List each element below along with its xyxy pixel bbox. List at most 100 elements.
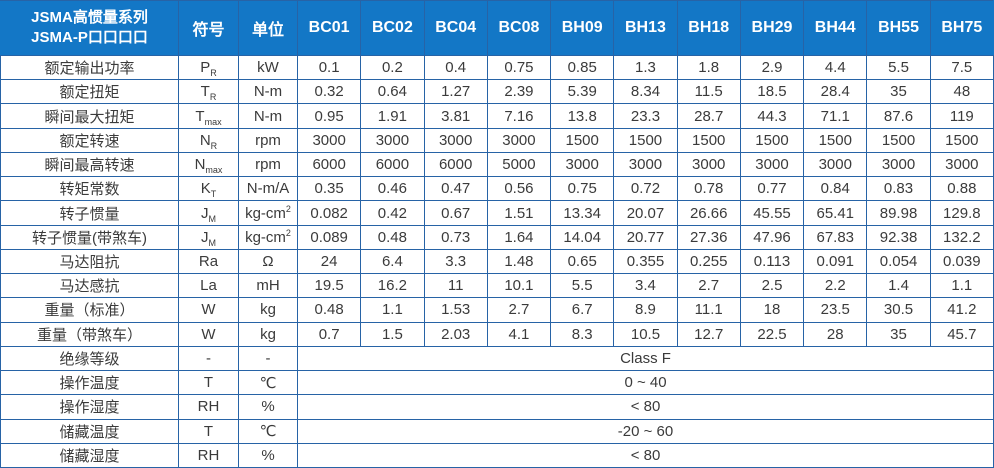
symbol-cell: Nmax xyxy=(178,151,239,178)
table-row: 瞬间最大扭矩 Tmax N-m 0.95 1.91 3.81 7.16 13.8 23.3 28.… xyxy=(0,103,994,129)
spec-value-cell: 1500 xyxy=(929,127,994,153)
symbol-column-header: 符号 xyxy=(178,0,239,56)
row-label: 操作湿度 xyxy=(0,394,179,420)
spec-value-cell: 1500 xyxy=(676,127,741,153)
spec-value-cell: 10.1 xyxy=(486,273,552,299)
spec-value-cell: 0.95 xyxy=(296,103,362,129)
series-title-line1: JSMA高惯量系列 xyxy=(31,8,148,26)
table-row: 储藏温度 T ℃ -20 ~ 60 xyxy=(0,418,994,444)
spec-value-cell: 0.73 xyxy=(423,224,488,250)
spec-value-cell: 30.5 xyxy=(866,297,931,323)
spec-value-cell: 3000 xyxy=(613,151,678,178)
spec-value-cell: 13.34 xyxy=(550,200,615,226)
spec-value-cell: 89.98 xyxy=(866,200,931,226)
spec-value-cell: 10.5 xyxy=(613,321,678,347)
spec-value-cell: 7.16 xyxy=(486,103,552,129)
spec-value-cell: 35 xyxy=(866,79,931,105)
table-row: 额定扭矩 TR N-m 0.32 0.64 1.27 2.39 5.39 8.34 11.5 18.… xyxy=(0,79,994,105)
table-row: 绝缘等级 - - Class F xyxy=(0,345,994,372)
series-title-line2: JSMA-P口口口口 xyxy=(31,29,148,46)
table-row: 瞬间最高转速 Nmax rpm 6000 6000 6000 5000 3000 3000 300… xyxy=(0,151,994,178)
spec-value-cell: 0.113 xyxy=(739,248,805,275)
spec-value-cell: 0.48 xyxy=(296,297,362,323)
spec-value-cell: 0.77 xyxy=(739,176,805,202)
row-label: 储藏温度 xyxy=(0,418,179,444)
spec-value-cell: 67.83 xyxy=(803,224,868,250)
spec-value-cell: 2.5 xyxy=(739,273,805,299)
spec-value-cell: 11 xyxy=(423,273,488,299)
spec-value-cell: 0.4 xyxy=(423,54,488,81)
spec-value-cell: 28.4 xyxy=(803,79,868,105)
spec-value-cell: 23.5 xyxy=(803,297,868,323)
unit-cell: kg-cm2 xyxy=(238,224,298,250)
spec-value-cell: 8.34 xyxy=(613,79,678,105)
symbol-cell: TR xyxy=(178,79,239,105)
spec-value-cell: 3000 xyxy=(550,151,615,178)
spec-value-cell: 71.1 xyxy=(803,103,868,129)
table-row: 操作温度 T ℃ 0 ~ 40 xyxy=(0,370,994,396)
spec-value-cell: 0.48 xyxy=(360,224,425,250)
row-label: 转矩常数 xyxy=(0,176,179,202)
spec-value-cell: 1.27 xyxy=(423,79,488,105)
model-column-header: BH29 xyxy=(739,0,805,56)
symbol-cell: W xyxy=(178,321,239,347)
spec-value-cell: 6.7 xyxy=(550,297,615,323)
spec-value-cell: 2.9 xyxy=(739,54,805,81)
row-label: 储藏湿度 xyxy=(0,442,179,468)
spec-value-cell: 1.48 xyxy=(486,248,552,275)
row-label: 转子惯量 xyxy=(0,200,179,226)
unit-column-header: 单位 xyxy=(238,0,298,56)
spec-value-cell: 19.5 xyxy=(296,273,362,299)
spec-value-cell: 87.6 xyxy=(866,103,931,129)
spec-value-cell: 44.3 xyxy=(739,103,805,129)
spec-value-cell: 1.1 xyxy=(929,273,994,299)
unit-cell: kg xyxy=(238,297,298,323)
spec-value-cell: 8.3 xyxy=(550,321,615,347)
spec-value-cell: 0.255 xyxy=(676,248,741,275)
spec-value-cell: 4.1 xyxy=(486,321,552,347)
spec-value-cell: 1500 xyxy=(866,127,931,153)
spec-value-cell: 26.66 xyxy=(676,200,741,226)
spec-value-cell: 24 xyxy=(296,248,362,275)
table-row: 额定转速 NR rpm 3000 3000 3000 3000 1500 1500 1500 150… xyxy=(0,127,994,153)
unit-cell: - xyxy=(238,345,298,372)
row-label: 额定扭矩 xyxy=(0,79,179,105)
spec-value-cell: 0.355 xyxy=(613,248,678,275)
row-label: 瞬间最大扭矩 xyxy=(0,103,179,129)
table-row: 马达感抗 La mH 19.5 16.2 11 10.1 5.5 3.4 2.7 2.5 2.2 1.4… xyxy=(0,273,994,299)
spec-value-cell: 3000 xyxy=(676,151,741,178)
spec-value-cell: 48 xyxy=(929,79,994,105)
merged-value-cell: -20 ~ 60 xyxy=(297,418,994,444)
spec-value-cell: 1500 xyxy=(550,127,615,153)
unit-cell: mH xyxy=(238,273,298,299)
spec-value-cell: 0.65 xyxy=(550,248,615,275)
spec-value-cell: 6000 xyxy=(360,151,425,178)
spec-value-cell: 1.4 xyxy=(866,273,931,299)
spec-value-cell: 6000 xyxy=(423,151,488,178)
merged-value-cell: 0 ~ 40 xyxy=(297,370,994,396)
spec-value-cell: 18 xyxy=(739,297,805,323)
model-column-header: BC01 xyxy=(296,0,362,56)
row-label: 马达阻抗 xyxy=(0,248,179,275)
spec-value-cell: 1.51 xyxy=(486,200,552,226)
unit-cell: kW xyxy=(238,54,298,81)
spec-value-cell: 0.091 xyxy=(803,248,868,275)
spec-value-cell: 0.35 xyxy=(296,176,362,202)
spec-value-cell: 119 xyxy=(929,103,994,129)
spec-value-cell: 0.082 xyxy=(296,200,362,226)
model-column-header: BH18 xyxy=(676,0,741,56)
spec-value-cell: 3000 xyxy=(803,151,868,178)
model-column-header: BC02 xyxy=(360,0,425,56)
symbol-cell: PR xyxy=(178,54,239,81)
row-label: 重量（带煞车） xyxy=(0,321,179,347)
spec-value-cell: 3.3 xyxy=(423,248,488,275)
spec-value-cell: 27.36 xyxy=(676,224,741,250)
spec-value-cell: 0.47 xyxy=(423,176,488,202)
merged-value-cell: Class F xyxy=(297,345,994,372)
spec-value-cell: 2.2 xyxy=(803,273,868,299)
row-label: 绝缘等级 xyxy=(0,345,179,372)
spec-value-cell: 6000 xyxy=(296,151,362,178)
spec-value-cell: 12.7 xyxy=(676,321,741,347)
model-column-header: BH44 xyxy=(803,0,868,56)
